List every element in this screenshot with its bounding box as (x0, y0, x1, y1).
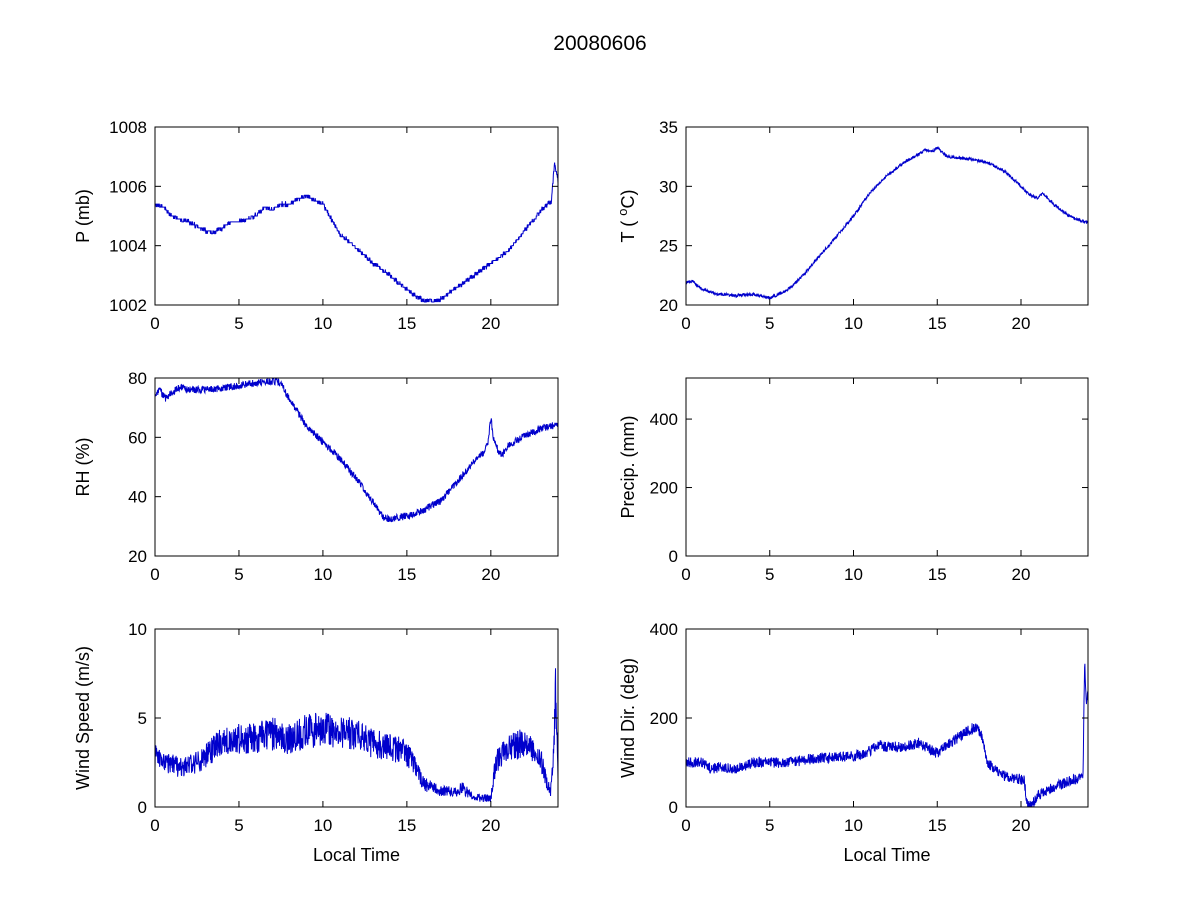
wind-speed-ylabel: Wind Speed (m/s) (73, 646, 93, 790)
humidity-ylabel: RH (%) (73, 438, 93, 497)
pressure-ytick-label: 1004 (109, 237, 147, 256)
humidity-xtick-label: 10 (313, 565, 332, 584)
pressure-ylabel: P (mb) (73, 189, 93, 243)
pressure-ytick-label: 1002 (109, 296, 147, 315)
wind-speed-xtick-label: 10 (313, 816, 332, 835)
temperature-xtick-label: 20 (1012, 314, 1031, 333)
pressure-xtick-label: 20 (481, 314, 500, 333)
precipitation-ytick-label: 200 (650, 479, 678, 498)
temperature-ytick-label: 35 (659, 118, 678, 137)
wind-direction-ytick-label: 400 (650, 620, 678, 639)
humidity-xtick-label: 15 (397, 565, 416, 584)
pressure-line (155, 162, 558, 303)
humidity-ytick-label: 20 (128, 547, 147, 566)
panel-temperature: 0 5 10 15 20 20 25 30 35 T ( oC) (615, 118, 1089, 333)
pressure-xtick-label: 15 (397, 314, 416, 333)
wind-direction-ytick-label: 200 (650, 709, 678, 728)
wind-direction-xtick-label: 20 (1012, 816, 1031, 835)
wind-speed-axes-box (154, 628, 559, 808)
wind-speed-xtick-label: 15 (397, 816, 416, 835)
wind-direction-xtick-label: 0 (681, 816, 690, 835)
wind-direction-xtick-label: 10 (844, 816, 863, 835)
precipitation-ytick-label: 400 (650, 410, 678, 429)
wind-speed-xtick-label: 0 (150, 816, 159, 835)
wind-speed-ytick-label: 10 (128, 620, 147, 639)
wind-direction-line (686, 663, 1088, 807)
wind-speed-ytick-label: 0 (138, 798, 147, 817)
panel-humidity: 0 5 10 15 20 20 40 60 80 RH (%) (73, 369, 559, 584)
temperature-axes-box (685, 126, 1089, 306)
precipitation-xtick-label: 0 (681, 565, 690, 584)
pressure-xtick-label: 5 (234, 314, 243, 333)
pressure-xtick-label: 10 (313, 314, 332, 333)
temperature-xtick-label: 10 (844, 314, 863, 333)
wind-speed-xtick-label: 20 (481, 816, 500, 835)
precipitation-xtick-label: 5 (765, 565, 774, 584)
wind-speed-xlabel: Local Time (313, 845, 400, 865)
temperature-xtick-label: 15 (928, 314, 947, 333)
precipitation-ylabel: Precip. (mm) (618, 416, 638, 519)
humidity-xtick-label: 0 (150, 565, 159, 584)
precipitation-axes-box (685, 377, 1089, 557)
wind-direction-xlabel: Local Time (843, 845, 930, 865)
temperature-xtick-label: 5 (765, 314, 774, 333)
precipitation-xtick-label: 15 (928, 565, 947, 584)
humidity-line (155, 378, 558, 523)
wind-direction-xtick-label: 15 (928, 816, 947, 835)
temperature-ytick-label: 25 (659, 237, 678, 256)
humidity-ytick-label: 80 (128, 369, 147, 388)
humidity-axes-box (154, 377, 559, 557)
precipitation-xtick-label: 10 (844, 565, 863, 584)
pressure-ytick-label: 1008 (109, 118, 147, 137)
figure-title: 20080606 (553, 32, 647, 55)
panel-wind-speed: 0 5 10 15 20 0 5 10 Wind Speed (m/s) Local Time (73, 620, 559, 865)
humidity-ytick-label: 40 (128, 488, 147, 507)
temperature-ylabel: T ( oC) (615, 190, 639, 243)
wind-direction-xtick-label: 5 (765, 816, 774, 835)
wind-speed-xtick-label: 5 (234, 816, 243, 835)
precipitation-xtick-label: 20 (1012, 565, 1031, 584)
humidity-ytick-label: 60 (128, 428, 147, 447)
humidity-xtick-label: 5 (234, 565, 243, 584)
pressure-ytick-label: 1006 (109, 177, 147, 196)
wind-speed-line (155, 668, 558, 803)
temperature-ytick-label: 30 (659, 177, 678, 196)
wind-direction-axes-box (685, 628, 1089, 808)
pressure-axes-box (154, 126, 559, 306)
wind-speed-ytick-label: 5 (138, 709, 147, 728)
humidity-xtick-label: 20 (481, 565, 500, 584)
temperature-ytick-label: 20 (659, 296, 678, 315)
wind-direction-ylabel: Wind Dir. (deg) (618, 658, 638, 778)
temperature-xtick-label: 0 (681, 314, 690, 333)
precipitation-ytick-label: 0 (669, 547, 678, 566)
panel-pressure: 0 5 10 15 20 1002 1004 1006 1008 P (mb) (73, 118, 559, 333)
temperature-line (686, 146, 1088, 300)
pressure-xtick-label: 0 (150, 314, 159, 333)
wind-direction-ytick-label: 0 (669, 798, 678, 817)
